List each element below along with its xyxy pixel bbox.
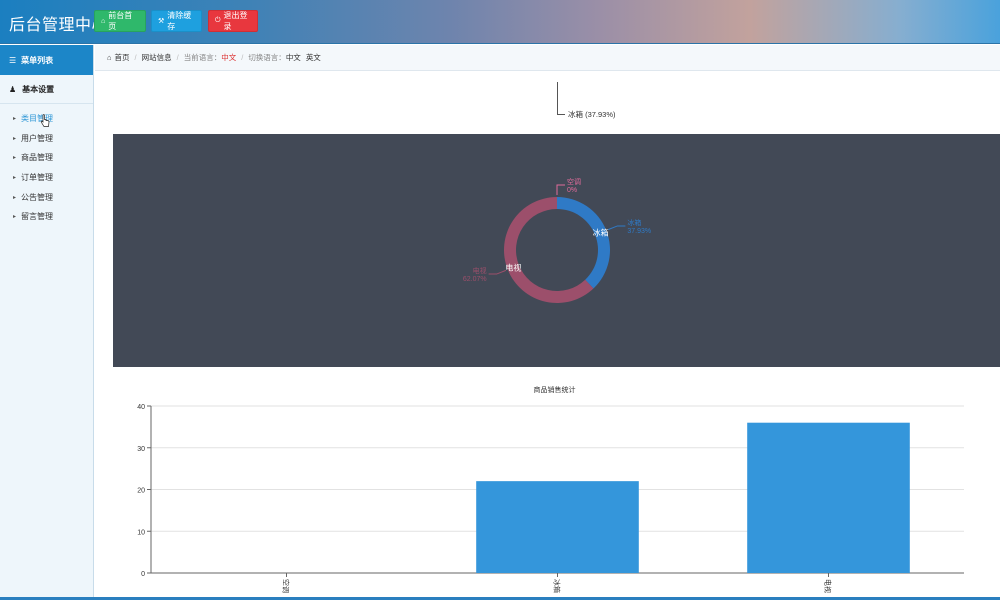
caret-right-icon: ▸ bbox=[13, 175, 17, 182]
clear-cache-label: 清除缓存 bbox=[167, 11, 192, 31]
caret-right-icon: ▸ bbox=[13, 135, 17, 142]
power-icon: ⏻ bbox=[215, 17, 221, 24]
pie-leader-line bbox=[488, 269, 507, 275]
caret-right-icon: ▸ bbox=[13, 194, 17, 201]
caret-right-icon: ▸ bbox=[13, 214, 17, 221]
bar[interactable] bbox=[476, 481, 639, 573]
language-chinese-link[interactable]: 中文 bbox=[285, 53, 301, 62]
current-language-value: 中文 bbox=[221, 53, 237, 62]
pie-slice-inner-label: 电视 bbox=[505, 262, 521, 272]
list-icon: ☰ bbox=[9, 55, 17, 65]
sidebar-item-messages[interactable]: ▸ 留言管理 bbox=[0, 207, 93, 227]
sidebar-item-products[interactable]: ▸ 商品管理 bbox=[0, 148, 93, 168]
logout-button[interactable]: ⏻ 退出登录 bbox=[208, 10, 258, 32]
language-english-link[interactable]: 英文 bbox=[305, 53, 321, 62]
sidebar-group-basic[interactable]: ♟ 基本设置 bbox=[0, 75, 93, 104]
sidebar-group-label: 基本设置 bbox=[22, 84, 55, 94]
top-header: 后台管理中心 ⌂ 前台首页 ⚒ 清除缓存 ⏻ 退出登录 bbox=[0, 0, 1000, 44]
clear-cache-button[interactable]: ⚒ 清除缓存 bbox=[151, 10, 202, 32]
pie-slice-outer-percent: 62.07% bbox=[463, 276, 487, 283]
x-tick-label: 冰箱 bbox=[553, 579, 562, 593]
switch-language-label: 切换语言： bbox=[248, 53, 286, 62]
bar[interactable] bbox=[747, 422, 910, 573]
home-button-label: 前台首页 bbox=[108, 11, 133, 31]
hand-cursor-icon bbox=[40, 114, 50, 127]
y-tick-label: 20 bbox=[137, 488, 145, 495]
breadcrumb-separator: / bbox=[134, 53, 137, 62]
app-title: 后台管理中心 bbox=[9, 17, 109, 34]
y-tick-label: 10 bbox=[137, 529, 145, 536]
sidebar-item-label: 类目管理 bbox=[21, 114, 54, 124]
home-icon: ⌂ bbox=[107, 53, 112, 62]
sidebar-menu: ▸ 类目管理 ▸ 用户管理 ▸ 商品管理 ▸ 订单管理 ▸ 公告管理 ▸ 留言管… bbox=[0, 104, 93, 227]
y-tick-label: 30 bbox=[137, 446, 145, 453]
sidebar-item-label: 商品管理 bbox=[21, 153, 54, 163]
y-tick-label: 0 bbox=[141, 571, 145, 578]
sidebar-item-notices[interactable]: ▸ 公告管理 bbox=[0, 187, 93, 207]
pie-slice-outer-name: 空调 bbox=[567, 177, 581, 186]
sidebar-item-category[interactable]: ▸ 类目管理 bbox=[0, 109, 93, 129]
pie-slice-outer-name: 电视 bbox=[473, 266, 487, 275]
caret-right-icon: ▸ bbox=[13, 155, 17, 162]
pie-slice-outer-name: 冰箱 bbox=[627, 218, 641, 227]
bottom-accent-line bbox=[0, 597, 1000, 600]
sidebar-item-orders[interactable]: ▸ 订单管理 bbox=[0, 168, 93, 188]
sidebar: ☰ 菜单列表 ♟ 基本设置 ▸ 类目管理 ▸ 用户管理 ▸ 商品管理 ▸ 订单管… bbox=[0, 45, 94, 600]
home-icon: ⌂ bbox=[101, 17, 106, 25]
sidebar-heading-label: 菜单列表 bbox=[21, 55, 54, 65]
breadcrumb-home[interactable]: ⌂ 首页 bbox=[107, 52, 130, 63]
breadcrumb-separator: / bbox=[241, 53, 244, 62]
sidebar-item-label: 公告管理 bbox=[21, 192, 54, 202]
tooltip-leader-line bbox=[557, 82, 565, 115]
logout-label: 退出登录 bbox=[223, 11, 248, 31]
breadcrumb-site-info[interactable]: 网站信息 bbox=[141, 53, 172, 62]
bar-chart-title: 商品销售统计 bbox=[534, 385, 576, 394]
caret-right-icon: ▸ bbox=[13, 116, 17, 123]
sidebar-item-users[interactable]: ▸ 用户管理 bbox=[0, 129, 93, 149]
y-tick-label: 40 bbox=[137, 404, 145, 411]
home-button[interactable]: ⌂ 前台首页 bbox=[94, 10, 146, 32]
pie-slice[interactable] bbox=[504, 197, 594, 303]
x-tick-label: 空调 bbox=[282, 579, 291, 593]
sidebar-item-label: 留言管理 bbox=[21, 212, 54, 222]
pie-slice[interactable] bbox=[557, 197, 611, 289]
current-language-label: 当前语言： bbox=[183, 53, 222, 62]
wrench-icon: ⚒ bbox=[158, 18, 165, 25]
breadcrumb: ⌂ 首页 / 网站信息 / 当前语言： 中文 / 切换语言： 中文 英文 bbox=[95, 45, 1000, 71]
sidebar-item-label: 订单管理 bbox=[21, 173, 54, 183]
pie-leader-line bbox=[556, 184, 565, 195]
sidebar-heading: ☰ 菜单列表 bbox=[0, 45, 93, 75]
user-icon: ♟ bbox=[9, 84, 17, 94]
breadcrumb-home-label: 首页 bbox=[114, 53, 130, 62]
sidebar-item-label: 用户管理 bbox=[21, 133, 54, 143]
pie-slice-inner-label: 冰箱 bbox=[593, 228, 609, 238]
pie-slice-outer-percent: 0% bbox=[567, 187, 577, 194]
pie-leader-line bbox=[607, 225, 626, 231]
breadcrumb-separator: / bbox=[176, 53, 179, 62]
x-tick-label: 电视 bbox=[824, 579, 833, 593]
pie-slice-outer-percent: 37.93% bbox=[627, 228, 651, 235]
pie-tooltip: 冰箱 (37.93%) bbox=[568, 110, 616, 119]
bar-chart: 商品销售统计 0 10 20 30 40 空调 冰箱 电视 bbox=[137, 385, 964, 593]
bar-chart-panel: 商品销售统计 0 10 20 30 40 空调 冰箱 电视 bbox=[95, 378, 1000, 600]
